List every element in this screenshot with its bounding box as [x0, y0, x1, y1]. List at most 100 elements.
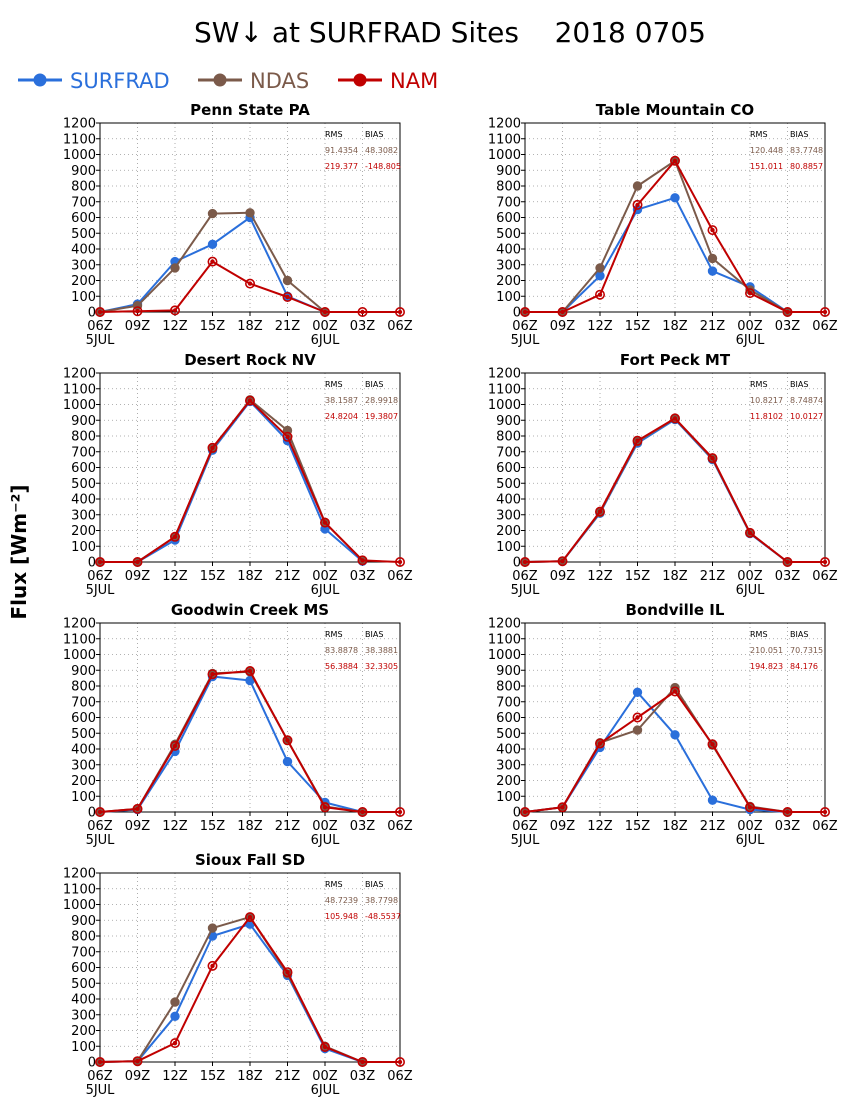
data-point — [207, 669, 218, 680]
y-tick-label: 0 — [88, 306, 96, 321]
data-point-core — [597, 741, 603, 746]
stats-bias-ndas: 48.3082 — [365, 146, 398, 155]
data-point-core — [560, 559, 565, 564]
data-point — [95, 556, 106, 567]
x-tick-label: 00Z — [312, 319, 338, 334]
data-point — [282, 967, 293, 978]
x-tick-label: 18Z — [662, 569, 688, 584]
y-tick-label: 400 — [71, 993, 96, 1008]
x-tick-label: 12Z — [587, 819, 613, 834]
x-tick-label: 06Z — [812, 569, 838, 584]
y-tick-label: 400 — [496, 743, 521, 758]
x-date-label: 5JUL — [511, 833, 541, 848]
data-point — [207, 923, 218, 933]
y-tick-label: 1200 — [488, 367, 521, 382]
x-tick-label: 09Z — [125, 569, 151, 584]
y-tick-label: 800 — [71, 180, 96, 195]
x-tick-label: 03Z — [350, 1069, 376, 1084]
x-tick-label: 15Z — [200, 819, 226, 834]
data-point-core — [635, 715, 640, 720]
data-point-core — [635, 438, 640, 443]
y-tick-label: 0 — [513, 306, 521, 321]
data-point — [357, 806, 368, 817]
y-tick-label: 1100 — [63, 382, 96, 397]
x-tick-label: 09Z — [125, 1069, 151, 1084]
series-nam — [95, 395, 405, 567]
data-point-core — [135, 1059, 140, 1064]
y-tick-label: 200 — [71, 1024, 96, 1039]
data-point — [557, 306, 568, 317]
panel-title: Sioux Fall SD — [195, 851, 305, 869]
data-point — [394, 306, 405, 317]
figure-title: SW↓ at SURFRAD Sites 2018 0705 — [194, 16, 706, 49]
x-tick-label: 12Z — [587, 319, 613, 334]
y-tick-label: 1200 — [63, 367, 96, 382]
panels: Penn State PA010020030040050060070080090… — [63, 101, 838, 1098]
data-point — [245, 665, 256, 676]
y-tick-label: 100 — [71, 790, 96, 805]
x-tick-label: 00Z — [312, 1069, 338, 1084]
data-point — [319, 517, 330, 528]
data-point-core — [397, 1059, 403, 1065]
x-tick-label: 00Z — [737, 319, 763, 334]
x-tick-label: 21Z — [275, 319, 301, 334]
stats-box: RMS BIAS 91.4354 48.3082 219.377 -148.805 — [325, 130, 401, 171]
data-point — [594, 738, 605, 749]
stats-header-bias: BIAS — [790, 630, 808, 639]
y-tick-label: 800 — [71, 680, 96, 695]
data-point — [357, 555, 368, 566]
panel-title: Penn State PA — [190, 101, 310, 119]
data-point — [819, 306, 830, 317]
y-tick-label: 500 — [496, 727, 521, 742]
x-tick-label: 06Z — [87, 1069, 113, 1084]
data-point-core — [360, 309, 365, 315]
y-tick-label: 1200 — [63, 867, 96, 882]
x-tick-label: 15Z — [200, 569, 226, 584]
x-tick-label: 12Z — [162, 569, 188, 584]
data-point — [207, 442, 218, 453]
data-point — [744, 288, 755, 299]
stats-header-bias: BIAS — [365, 380, 383, 389]
y-tick-label: 600 — [496, 711, 521, 726]
stats-box: RMS BIAS 10.8217 8.74874 11.8102 10.0127 — [750, 380, 823, 421]
data-point — [782, 806, 793, 817]
data-point-core — [97, 1059, 103, 1065]
data-point-core — [322, 520, 328, 525]
data-point-core — [360, 809, 365, 815]
data-point-core — [710, 742, 715, 747]
data-point — [707, 795, 718, 805]
y-tick-label: 400 — [71, 243, 96, 258]
data-point — [632, 712, 643, 723]
x-date-label: 6JUL — [311, 833, 341, 848]
x-tick-label: 21Z — [275, 819, 301, 834]
data-point — [744, 527, 755, 538]
series-line — [524, 417, 825, 563]
y-tick-label: 600 — [496, 211, 521, 226]
stats-bias-nam: 10.0127 — [790, 412, 823, 421]
data-point-core — [97, 309, 103, 315]
stats-bias-nam: -148.805 — [365, 162, 401, 171]
data-point — [132, 803, 143, 814]
x-date-label: 5JUL — [86, 1083, 116, 1098]
data-point — [744, 802, 755, 813]
data-point-core — [135, 806, 140, 812]
stats-rms-nam: 11.8102 — [750, 412, 783, 421]
data-point-core — [210, 259, 215, 264]
y-tick-label: 700 — [71, 945, 96, 960]
data-point — [132, 556, 143, 567]
y-tick-label: 300 — [71, 758, 96, 773]
data-point — [207, 239, 218, 250]
stats-header-bias: BIAS — [790, 380, 808, 389]
data-point — [282, 735, 293, 746]
y-tick-label: 900 — [71, 664, 96, 679]
legend-item-ndas: NDAS — [198, 69, 309, 93]
y-tick-label: 1100 — [63, 132, 96, 147]
data-point-core — [210, 672, 215, 677]
stats-rms-ndas: 120.448 — [750, 146, 783, 155]
data-point — [394, 556, 405, 567]
panel-goodwin-creek-ms: Goodwin Creek MS 010020030040050060070080… — [63, 601, 413, 848]
data-point-core — [285, 294, 290, 300]
y-tick-label: 1000 — [488, 398, 521, 413]
stats-header-bias: BIAS — [365, 880, 383, 889]
y-tick-label: 200 — [496, 524, 521, 539]
